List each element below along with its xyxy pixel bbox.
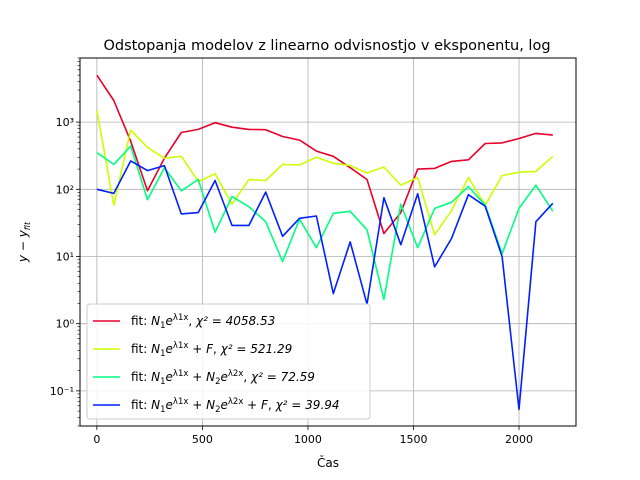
y-tick-label: 10² [56,183,74,196]
x-axis-label: Čas [317,455,339,470]
x-axis: 0 500 1000 1500 2000 [93,426,533,446]
chart-title: Odstopanja modelov z linearno odvisnostj… [103,38,550,54]
y-tick-label: 10⁰ [56,318,75,331]
plot-frame [79,57,577,427]
x-tick-label: 1500 [399,433,427,446]
legend: fit: N1eλ1x, χ² = 4058.53 fit: N1eλ1x + F… [86,303,371,420]
series-line-1 [96,74,553,235]
x-tick-label: 2000 [505,433,533,446]
legend-label-1: fit: N1eλ1x, χ² = 4058.53 [131,313,275,331]
y-tick-label: 10⁻¹ [50,385,74,398]
series-layer [96,74,554,411]
legend-box [86,303,371,420]
x-tick-label: 0 [93,433,100,446]
series-line-3 [96,145,554,301]
legend-label-2: fit: N1eλ1x + F, χ² = 521.29 [131,341,292,359]
series-line-4 [96,160,554,411]
legend-label-4: fit: N1eλ1x + N2eλ2x + F, χ² = 39.94 [131,397,340,415]
y-tick-label: 10³ [56,116,74,129]
series-line-2 [96,110,554,236]
y-axis-label: y − yfit [16,221,32,263]
legend-label-3: fit: N1eλ1x + N2eλ2x, χ² = 72.59 [131,369,315,387]
x-tick-label: 500 [192,433,213,446]
x-tick-label: 1000 [294,433,322,446]
y-axis: 10⁻¹ 10⁰ 10¹ 10² 10³ [50,57,80,427]
svg-text:y − yfit: y − yfit [16,221,32,263]
y-tick-label: 10¹ [56,250,74,263]
